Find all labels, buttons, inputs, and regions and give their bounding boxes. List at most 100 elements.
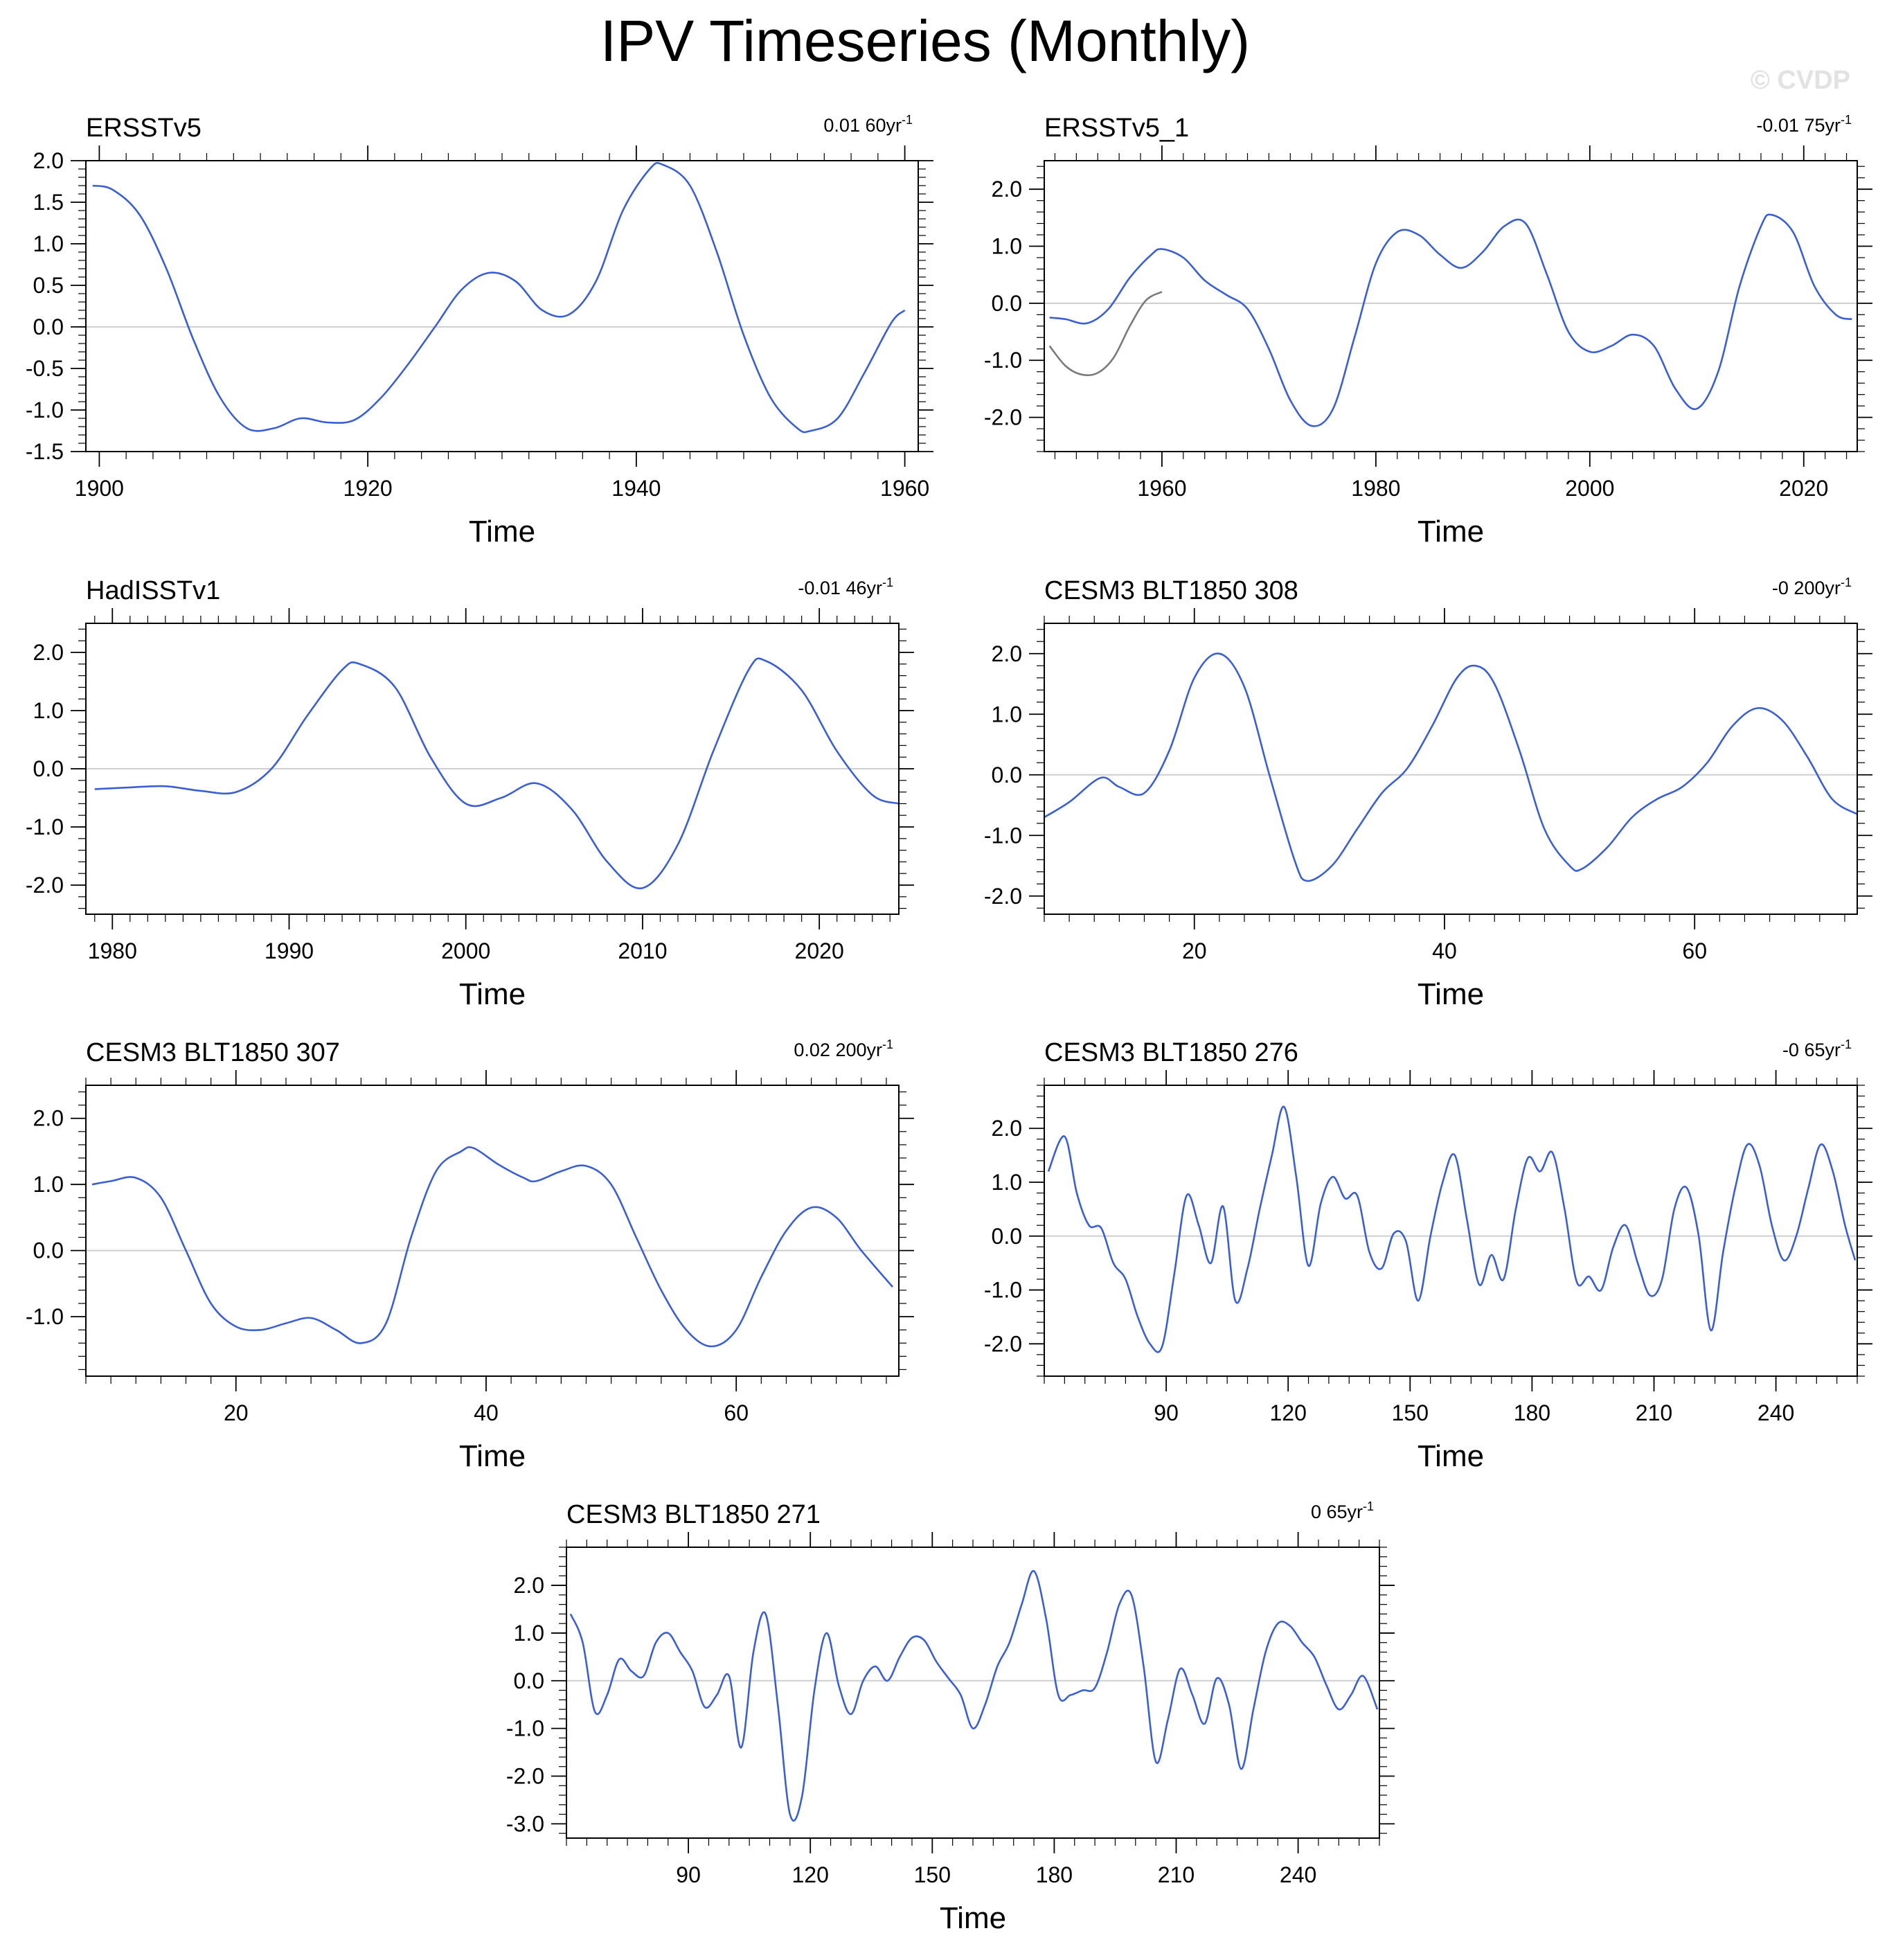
series-line (92, 161, 906, 434)
y-tick-label: -1.0 (506, 1716, 544, 1741)
chart-panel: -2.0 -1.0 0.0 1.0 2.0 90 120 150 180 210 240 CESM3 … (984, 1037, 1872, 1473)
y-tick-label: 0.0 (992, 291, 1022, 316)
series-line (1047, 1105, 1857, 1353)
chart-panel: -2.0 -1.0 0.0 1.0 2.0 1980 1990 2000 2010 2020 Had… (26, 576, 914, 1011)
y-tick-label: 1.0 (992, 234, 1022, 259)
y-tick-label: 2.0 (514, 1573, 544, 1598)
x-tick-label: 60 (724, 1400, 749, 1425)
x-tick-label: 1920 (343, 476, 393, 501)
panels: -1.5 -1.0 -0.5 0.0 0.5 1.0 1.5 2.0 1900 1920 1940 1… (26, 113, 1872, 1935)
y-tick-label: -1.5 (26, 439, 64, 464)
y-tick-label: 0.0 (992, 763, 1022, 787)
x-axis-label: Time (459, 1439, 526, 1473)
x-tick-label: 40 (474, 1400, 499, 1425)
chart-panel: -2.0 -1.0 0.0 1.0 2.0 20 40 60 CESM3 BLT1850 308… (984, 576, 1872, 1011)
panel-title: CESM3 BLT1850 271 (566, 1500, 821, 1529)
x-tick-label: 90 (676, 1862, 701, 1887)
watermark: © CVDP (1751, 66, 1850, 95)
x-axis-label: Time (940, 1901, 1006, 1935)
y-tick-label: 0.0 (33, 314, 64, 339)
x-tick-label: 120 (792, 1862, 829, 1887)
plot-frame (566, 1547, 1380, 1839)
y-tick-label: 1.5 (33, 190, 64, 215)
y-tick-label: 1.0 (992, 702, 1022, 727)
chart-panel: -1.0 0.0 1.0 2.0 20 40 60 CESM3 BLT1850 307 0.02… (26, 1037, 914, 1473)
observed-series-line (1048, 291, 1163, 377)
x-tick-label: 1900 (75, 476, 124, 501)
panel-title: ERSSTv5_1 (1044, 114, 1189, 143)
x-axis-label: Time (469, 515, 535, 549)
y-tick-label: 2.0 (992, 177, 1022, 202)
y-tick-label: 0.0 (992, 1224, 1022, 1249)
x-tick-label: 1990 (265, 938, 314, 963)
x-tick-label: 180 (1036, 1862, 1073, 1887)
x-tick-label: 1960 (1137, 476, 1186, 501)
x-tick-label: 2000 (1565, 476, 1614, 501)
y-tick-label: 1.0 (992, 1170, 1022, 1195)
trend-label: -0 65yr-1 (1782, 1037, 1852, 1060)
panel-title: ERSSTv5 (86, 114, 202, 143)
plot-frame (1044, 1085, 1858, 1377)
y-tick-label: 2.0 (33, 148, 64, 173)
trend-label: 0.02 200yr-1 (794, 1037, 893, 1060)
x-tick-label: 40 (1432, 938, 1457, 963)
x-tick-label: 240 (1758, 1400, 1794, 1425)
y-tick-label: 0.0 (33, 1238, 64, 1263)
chart-panel: -2.0 -1.0 0.0 1.0 2.0 1960 1980 2000 2020 ERSSTv5… (984, 113, 1872, 549)
x-tick-label: 210 (1636, 1400, 1672, 1425)
panel-title: HadISSTv1 (86, 576, 220, 605)
y-tick-label: -0.5 (26, 356, 64, 381)
x-tick-label: 20 (224, 1400, 249, 1425)
trend-label: 0.01 60yr-1 (823, 113, 913, 136)
plot-frame (1044, 623, 1858, 915)
y-tick-label: 0.0 (514, 1668, 544, 1693)
x-tick-label: 120 (1270, 1400, 1307, 1425)
chart-panel: -1.5 -1.0 -0.5 0.0 0.5 1.0 1.5 2.0 1900 1920 1940 1… (26, 113, 933, 549)
x-tick-label: 2010 (618, 938, 667, 963)
y-tick-label: -3.0 (506, 1811, 544, 1836)
y-tick-label: -1.0 (984, 823, 1022, 848)
plot-frame (85, 623, 900, 915)
x-tick-label: 150 (1392, 1400, 1429, 1425)
y-tick-label: -2.0 (984, 884, 1022, 909)
series-line (91, 1146, 893, 1348)
y-tick-label: 0.5 (33, 273, 64, 298)
trend-label: -0.01 46yr-1 (798, 576, 893, 598)
y-tick-label: -1.0 (984, 348, 1022, 373)
x-tick-label: 1960 (880, 476, 929, 501)
x-axis-label: Time (459, 977, 526, 1011)
series-line (1044, 652, 1857, 882)
trend-label: -0 200yr-1 (1772, 576, 1852, 598)
x-tick-label: 60 (1682, 938, 1707, 963)
plot-frame (85, 160, 919, 452)
x-tick-label: 2020 (1779, 476, 1828, 501)
x-tick-label: 1980 (1351, 476, 1400, 501)
y-tick-label: 2.0 (992, 1116, 1022, 1141)
y-tick-label: -2.0 (984, 405, 1022, 430)
x-tick-label: 1940 (611, 476, 661, 501)
x-tick-label: 2000 (441, 938, 490, 963)
y-tick-label: 1.0 (33, 698, 64, 723)
x-tick-label: 210 (1158, 1862, 1195, 1887)
y-tick-label: -2.0 (506, 1763, 544, 1788)
panel-title: CESM3 BLT1850 276 (1044, 1038, 1298, 1067)
series-line (569, 1570, 1379, 1822)
x-axis-label: Time (1418, 515, 1484, 549)
x-tick-label: 90 (1154, 1400, 1179, 1425)
y-tick-label: 1.0 (33, 1172, 64, 1197)
plot-frame (85, 1085, 900, 1377)
figure-title: IPV Timeseries (Monthly) (600, 8, 1250, 73)
chart-panel: -3.0 -2.0 -1.0 0.0 1.0 2.0 90 120 150 180 210 240 CE… (506, 1499, 1395, 1935)
x-tick-label: 180 (1514, 1400, 1550, 1425)
x-tick-label: 150 (914, 1862, 951, 1887)
trend-label: -0.01 75yr-1 (1756, 113, 1852, 136)
x-axis-label: Time (1418, 977, 1484, 1011)
series-line (1049, 213, 1852, 427)
y-tick-label: -1.0 (26, 814, 64, 839)
trend-label: 0 65yr-1 (1311, 1499, 1374, 1522)
y-tick-label: 1.0 (514, 1621, 544, 1646)
x-axis-label: Time (1418, 1439, 1484, 1473)
plot-frame (1044, 160, 1858, 452)
y-tick-label: 1.0 (33, 231, 64, 256)
